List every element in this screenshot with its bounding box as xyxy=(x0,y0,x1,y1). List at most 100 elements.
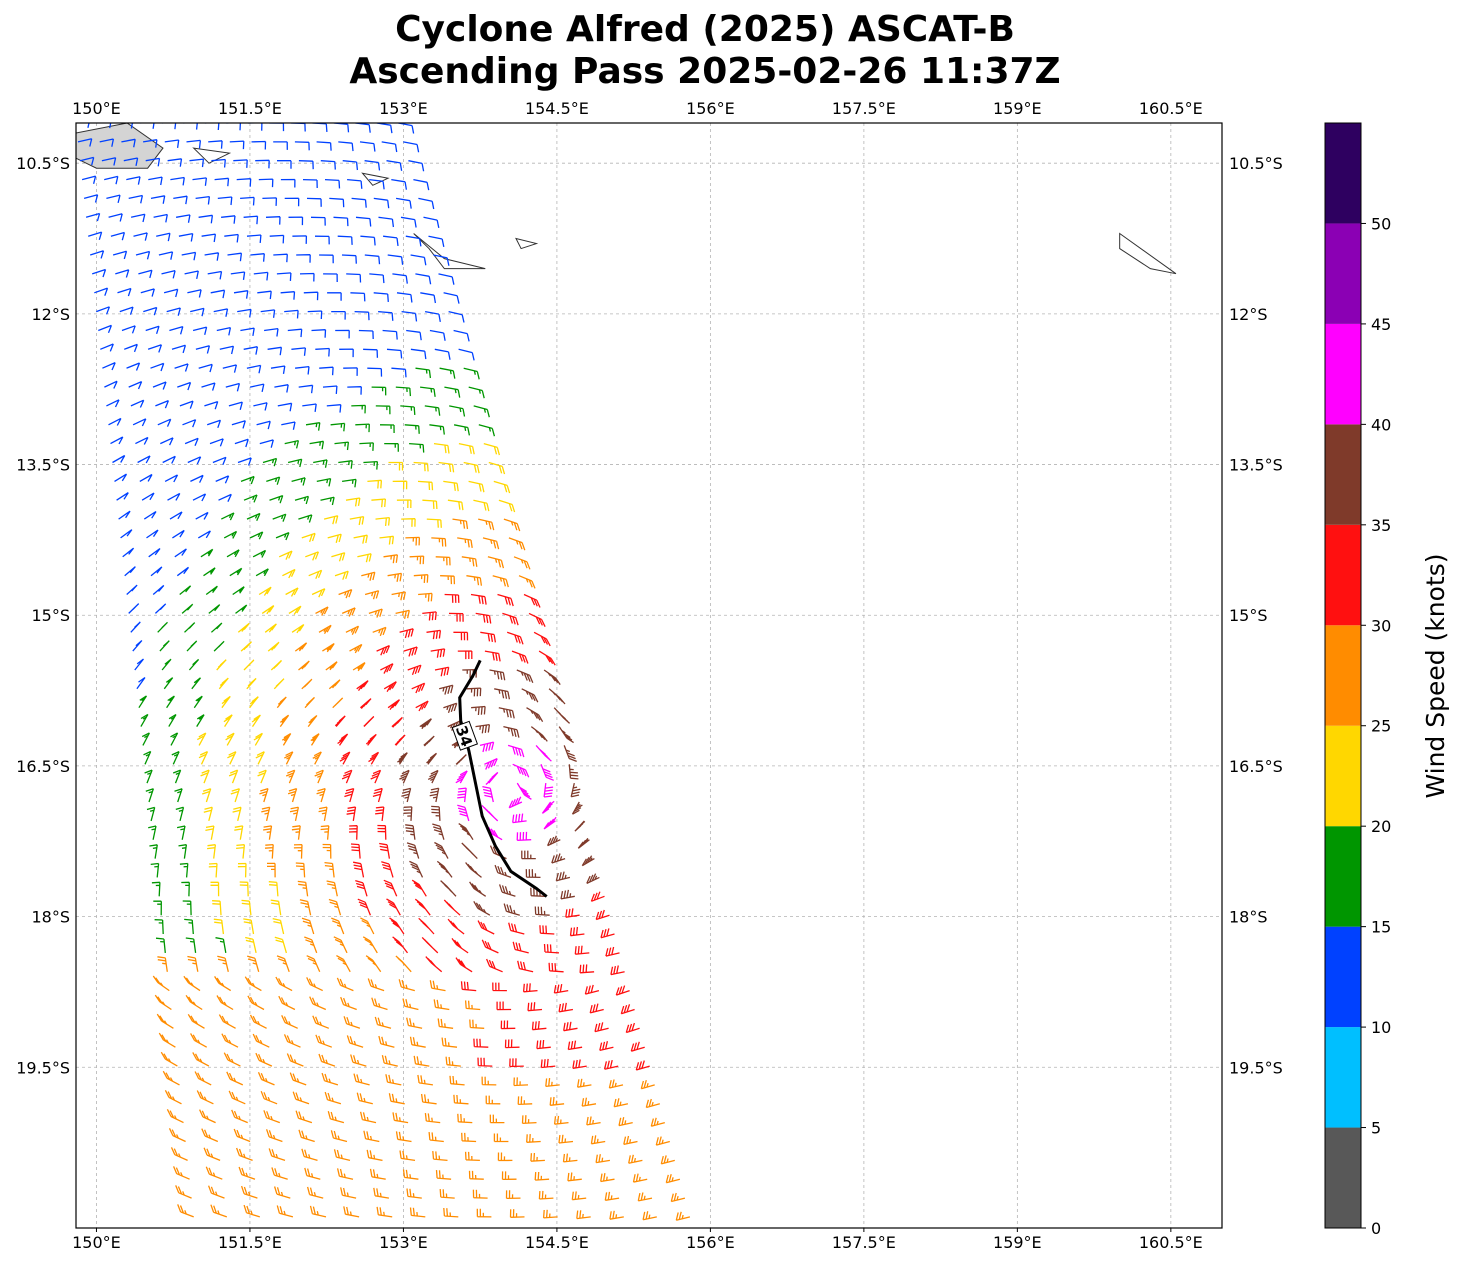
wind-barb xyxy=(599,1041,614,1052)
wind-barb xyxy=(563,1021,578,1032)
wind-barb xyxy=(361,571,376,581)
wind-barb xyxy=(530,726,548,742)
wind-barb xyxy=(517,1096,533,1106)
wind-barb xyxy=(549,1096,565,1106)
wind-barb xyxy=(630,1041,645,1052)
wind-barb xyxy=(138,695,148,709)
wind-barb xyxy=(243,1204,260,1218)
wind-barb xyxy=(181,881,190,897)
wind-barb xyxy=(362,936,378,954)
wind-barb xyxy=(347,386,362,395)
wind-barb xyxy=(613,1098,629,1108)
wind-barb xyxy=(146,529,159,539)
wind-barb xyxy=(96,306,111,315)
wind-barb xyxy=(479,741,495,753)
map-layer: 34 xyxy=(76,123,1222,1228)
colorbar-segment xyxy=(1325,1027,1361,1128)
wind-barb xyxy=(299,899,312,916)
wind-barb xyxy=(409,1207,426,1218)
wind-barb xyxy=(429,980,446,992)
wind-barb xyxy=(343,1016,361,1029)
wind-barb xyxy=(232,806,242,822)
wind-barb xyxy=(433,999,450,1011)
wind-barb xyxy=(423,216,440,229)
wind-barb xyxy=(208,140,223,149)
wind-barb xyxy=(276,696,287,709)
wind-barb xyxy=(282,568,296,579)
wind-barb xyxy=(201,382,216,391)
wind-barb xyxy=(174,363,189,372)
wind-barb xyxy=(184,622,196,633)
wind-barb xyxy=(108,417,122,426)
wind-barb xyxy=(215,937,227,954)
wind-barb xyxy=(411,879,427,897)
wind-barb xyxy=(392,1112,409,1124)
wind-barb xyxy=(424,1113,441,1124)
wind-barb xyxy=(195,511,209,520)
wind-barb xyxy=(640,1080,655,1090)
wind-barb xyxy=(230,788,241,803)
colorbar-tick-label: 25 xyxy=(1371,717,1391,736)
wind-barb xyxy=(369,1168,386,1180)
wind-barb xyxy=(453,631,469,641)
wind-barb xyxy=(341,607,356,617)
colorbar-frame xyxy=(1324,122,1362,1229)
wind-barb xyxy=(420,386,436,397)
wind-barb xyxy=(428,1132,444,1143)
wind-barb xyxy=(126,362,141,371)
wind-barb xyxy=(494,688,511,700)
wind-barb xyxy=(383,554,399,564)
wind-barb xyxy=(408,160,425,172)
wind-barb xyxy=(138,269,153,279)
wind-barb xyxy=(431,537,447,547)
wind-barb xyxy=(200,548,214,558)
wind-barb xyxy=(148,547,161,558)
colorbar-segment xyxy=(1325,223,1361,324)
wind-barb xyxy=(489,669,506,681)
wind-barb xyxy=(128,194,144,204)
wind-barb xyxy=(375,806,385,821)
wind-barb xyxy=(287,787,298,803)
wind-barb xyxy=(353,534,368,544)
wind-barb xyxy=(567,1040,583,1051)
wind-barb xyxy=(430,648,446,658)
lon-tick-label-top: 159°E xyxy=(993,99,1042,118)
wind-barb xyxy=(194,1071,212,1086)
wind-barb xyxy=(395,609,410,619)
wind-barb xyxy=(226,549,240,558)
wind-barb xyxy=(443,292,460,304)
wind-barb xyxy=(91,268,107,278)
wind-barb xyxy=(439,367,456,379)
wind-barb xyxy=(116,492,129,501)
wind-barb xyxy=(497,593,514,607)
wind-barb xyxy=(357,898,372,916)
wind-barb xyxy=(200,769,210,784)
wind-barb xyxy=(216,995,234,1011)
wind-barb xyxy=(405,824,416,840)
wind-barb xyxy=(403,141,420,153)
wind-barb xyxy=(536,1039,551,1050)
wind-barb xyxy=(563,745,577,763)
wind-barb xyxy=(77,138,93,147)
wind-barb xyxy=(142,139,158,148)
wind-barb xyxy=(335,329,350,339)
wind-barb xyxy=(201,1128,219,1143)
wind-barb xyxy=(228,401,243,410)
wind-barb xyxy=(269,234,285,244)
colorbar-segment xyxy=(1325,926,1361,1028)
wind-barb xyxy=(422,611,437,621)
wind-barb xyxy=(157,621,168,633)
wind-barb xyxy=(447,499,464,511)
wind-barb xyxy=(453,1094,469,1105)
colorbar-tick-label: 30 xyxy=(1371,616,1391,635)
wind-barb xyxy=(307,714,318,728)
wind-barb xyxy=(449,1075,465,1086)
wind-barb xyxy=(257,290,272,300)
wind-barb xyxy=(156,232,171,242)
wind-barb xyxy=(512,941,529,954)
wind-barb xyxy=(345,497,361,507)
wind-barb xyxy=(508,537,526,551)
wind-barb xyxy=(506,631,524,645)
wind-barb xyxy=(590,891,605,902)
wind-barb xyxy=(344,787,355,803)
